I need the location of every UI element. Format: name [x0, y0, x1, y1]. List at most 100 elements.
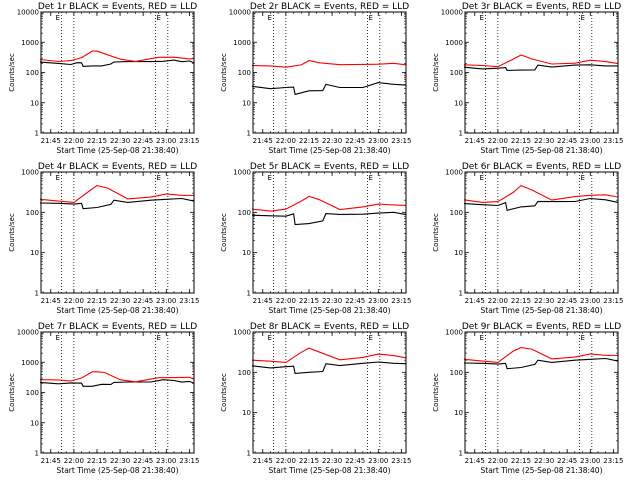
y-axis-label: Counts/sec — [432, 373, 440, 412]
y-axis-label: Counts/sec — [220, 373, 228, 412]
plot-frame — [464, 11, 619, 134]
y-tick-label: 10 — [30, 99, 39, 107]
event-marker-label: E — [580, 174, 584, 182]
x-tick-label: 22:30 — [534, 297, 554, 305]
x-tick-label: 23:15 — [179, 137, 199, 145]
y-axis-label: Counts/sec — [8, 373, 16, 412]
x-tick-label: 21:45 — [253, 297, 273, 305]
detector-panel: Det 7r BLACK = Events, RED = LLD Counts/s… — [8, 322, 199, 475]
x-tick-label: 22:00 — [488, 297, 508, 305]
x-tick-label: 21:45 — [465, 297, 485, 305]
lld-series-line — [251, 195, 407, 212]
event-marker-label: E — [156, 14, 160, 22]
y-tick-label: 10 — [454, 99, 463, 107]
y-tick-label: 1 — [247, 130, 251, 138]
event-marker-label: E — [480, 334, 484, 342]
x-axis-label: Start Time (25-Sep-08 21:38:40) — [57, 146, 179, 155]
events-series-line — [251, 82, 407, 96]
lld-series-line — [39, 185, 195, 203]
y-tick-label: 10 — [30, 419, 39, 427]
x-tick-label: 23:15 — [391, 137, 411, 145]
y-tick-label: 1000 — [21, 359, 39, 367]
event-marker-label: E — [56, 334, 60, 342]
y-tick-label: 10 — [242, 99, 251, 107]
y-tick-label: 1 — [247, 290, 251, 298]
y-tick-label: 1 — [459, 290, 463, 298]
y-axis-label: Counts/sec — [220, 53, 228, 92]
x-axis-label: Start Time (25-Sep-08 21:38:40) — [481, 306, 603, 315]
x-tick-label: 22:00 — [64, 457, 84, 465]
y-tick-label: 1000 — [445, 329, 463, 337]
x-tick-label: 22:00 — [276, 457, 296, 465]
event-marker-label: E — [368, 334, 372, 342]
lld-series-line — [463, 347, 619, 363]
event-marker-label: E — [56, 174, 60, 182]
y-tick-label: 10000 — [17, 9, 39, 17]
x-tick-label: 23:15 — [603, 137, 623, 145]
y-tick-label: 10000 — [229, 9, 251, 17]
x-axis-label: Start Time (25-Sep-08 21:38:40) — [269, 146, 391, 155]
x-tick-label: 22:15 — [87, 137, 107, 145]
plot-frame — [40, 171, 195, 294]
x-tick-label: 22:00 — [64, 137, 84, 145]
y-tick-label: 10 — [242, 409, 251, 417]
lld-series-line — [251, 347, 407, 363]
y-tick-label: 1 — [35, 290, 39, 298]
x-tick-label: 22:15 — [511, 137, 531, 145]
lld-series-line — [39, 371, 195, 383]
plot-frame — [252, 171, 407, 294]
event-marker-label: E — [268, 174, 272, 182]
x-tick-label: 23:00 — [156, 297, 176, 305]
y-tick-label: 100 — [238, 369, 251, 377]
y-tick-label: 100 — [26, 209, 39, 217]
y-tick-label: 1000 — [233, 169, 251, 177]
x-tick-label: 23:00 — [156, 137, 176, 145]
events-series-line — [463, 197, 619, 211]
lld-series-line — [463, 54, 619, 68]
x-tick-label: 22:30 — [110, 457, 130, 465]
detector-panel: Det 4r BLACK = Events, RED = LLD Counts/s… — [8, 162, 199, 315]
y-tick-label: 100 — [450, 209, 463, 217]
x-tick-label: 22:45 — [345, 137, 365, 145]
x-tick-label: 22:15 — [87, 297, 107, 305]
x-tick-label: 22:15 — [511, 457, 531, 465]
plot-frame — [464, 171, 619, 294]
event-marker-label: E — [480, 174, 484, 182]
x-tick-label: 22:30 — [534, 137, 554, 145]
x-tick-label: 22:15 — [299, 297, 319, 305]
chart-title: Det 7r BLACK = Events, RED = LLD — [38, 322, 197, 332]
y-tick-label: 10 — [454, 249, 463, 257]
y-axis-label: Counts/sec — [8, 213, 16, 252]
detector-panel: Det 9r BLACK = Events, RED = LLD Counts/s… — [432, 322, 623, 475]
x-tick-label: 23:00 — [580, 297, 600, 305]
events-series-line — [251, 211, 407, 226]
y-tick-label: 10 — [454, 409, 463, 417]
x-tick-label: 23:15 — [391, 297, 411, 305]
event-marker-label: E — [368, 14, 372, 22]
x-tick-label: 23:00 — [368, 137, 388, 145]
event-marker-label: E — [156, 174, 160, 182]
y-tick-label: 1 — [247, 450, 251, 458]
x-tick-label: 23:15 — [179, 457, 199, 465]
x-tick-label: 23:00 — [156, 457, 176, 465]
event-marker-label: E — [580, 14, 584, 22]
plot-frame — [252, 331, 407, 454]
x-tick-label: 22:15 — [87, 457, 107, 465]
x-tick-label: 21:45 — [253, 137, 273, 145]
detector-panel: Det 2r BLACK = Events, RED = LLD Counts/s… — [220, 2, 411, 155]
x-tick-label: 22:15 — [299, 137, 319, 145]
plot-frame — [252, 11, 407, 134]
y-axis-label: Counts/sec — [432, 53, 440, 92]
y-tick-label: 100 — [238, 69, 251, 77]
chart-title: Det 2r BLACK = Events, RED = LLD — [250, 2, 409, 12]
events-series-line — [39, 59, 195, 67]
chart-title: Det 6r BLACK = Events, RED = LLD — [462, 162, 621, 172]
x-tick-label: 22:45 — [133, 297, 153, 305]
y-tick-label: 10000 — [17, 329, 39, 337]
events-series-line — [39, 379, 195, 387]
y-axis-label: Counts/sec — [8, 53, 16, 92]
detector-panel: Det 5r BLACK = Events, RED = LLD Counts/s… — [220, 162, 411, 315]
x-tick-label: 21:45 — [465, 137, 485, 145]
chart-title: Det 1r BLACK = Events, RED = LLD — [38, 2, 197, 12]
